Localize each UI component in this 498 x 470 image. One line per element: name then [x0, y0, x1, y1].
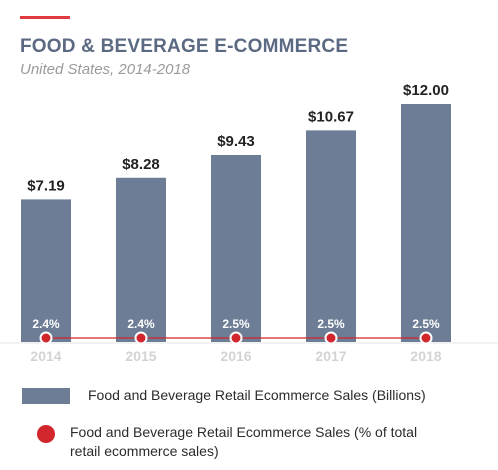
x-tick-label-2015: 2015 — [125, 348, 156, 364]
bar-value-label-2018: $12.00 — [403, 82, 449, 99]
bar-2016 — [211, 154, 261, 342]
percent-point-2014 — [39, 331, 53, 345]
bar-value-label-2014: $7.19 — [27, 177, 65, 194]
percent-point-2016 — [229, 331, 243, 345]
x-tick-label-2017: 2017 — [315, 348, 346, 364]
percent-label-2016: 2.5% — [222, 317, 250, 331]
accent-line — [20, 16, 70, 19]
bar-2018 — [401, 104, 451, 342]
legend-swatch-dot — [37, 425, 55, 443]
bar-2017 — [306, 130, 356, 342]
x-tick-label-2016: 2016 — [220, 348, 251, 364]
bar-value-label-2016: $9.43 — [217, 133, 255, 150]
x-tick-label-2018: 2018 — [410, 348, 441, 364]
percent-point-2015 — [134, 331, 148, 345]
percent-point-2018 — [419, 331, 433, 345]
chart-subtitle: United States, 2014-2018 — [20, 61, 191, 78]
percent-label-2017: 2.5% — [317, 317, 345, 331]
chart-area: $7.19 $8.28 $9.43 $10.67 $12.00 2014 2015 2016 2… — [0, 82, 498, 364]
bar-value-label-2015: $8.28 — [122, 156, 160, 173]
legend-label-sales: Food and Beverage Retail Ecommerce Sales… — [88, 387, 426, 403]
percent-label-2018: 2.5% — [412, 317, 440, 331]
x-tick-label-2014: 2014 — [30, 348, 61, 364]
legend-label-share: Food and Beverage Retail Ecommerce Sales… — [70, 424, 418, 459]
percent-point-2017 — [324, 331, 338, 345]
legend-item-sales: Food and Beverage Retail Ecommerce Sales… — [22, 386, 468, 405]
percent-label-2014: 2.4% — [32, 317, 60, 331]
bar-value-label-2017: $10.67 — [308, 108, 354, 125]
bar-2015 — [116, 177, 166, 342]
legend-swatch-bar — [22, 388, 70, 404]
percent-label-2015: 2.4% — [127, 317, 155, 331]
legend-item-share: Food and Beverage Retail Ecommerce Sales… — [22, 423, 450, 461]
chart-title: FOOD & BEVERAGE E-COMMERCE — [20, 36, 349, 57]
bar-2014 — [21, 199, 71, 342]
